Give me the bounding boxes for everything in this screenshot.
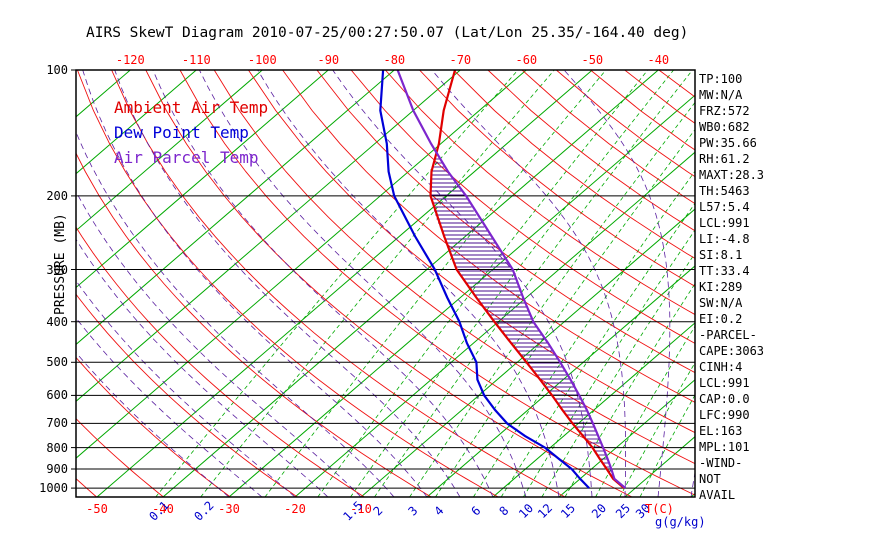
stat-line: TT:33.4 — [699, 264, 750, 278]
stat-line: TP:100 — [699, 72, 743, 86]
stat-line: LFC:990 — [699, 408, 750, 422]
stat-line: LCL:991 — [699, 216, 750, 230]
profile-curves — [379, 70, 627, 489]
air-parcel-temp-curve — [396, 70, 627, 489]
mixing-ratio-lines — [155, 70, 695, 497]
stat-line: MW:N/A — [699, 88, 743, 102]
stat-line: CINH:4 — [699, 360, 743, 374]
pressure-axis-label: PRESSURE (MB) — [53, 213, 68, 315]
temp-unit-label: T(C) — [645, 502, 674, 516]
legend-air-parcel-temp: Air Parcel Temp — [114, 148, 259, 167]
stat-line: EL:163 — [699, 424, 743, 438]
dry-adiabat-lines — [76, 70, 695, 497]
mixing-unit-label: g(g/kg) — [655, 515, 706, 529]
stat-line: LCL:991 — [699, 376, 750, 390]
stat-line: L57:5.4 — [699, 200, 750, 214]
stat-line: TH:5463 — [699, 184, 750, 198]
moist-adiabat-lines — [76, 70, 695, 497]
legend: Ambient Air Temp Dew Point Temp Air Parc… — [114, 95, 268, 170]
dew-point-temp-curve — [379, 70, 590, 489]
stat-line: WB0:682 — [699, 120, 750, 134]
ambient-air-temp-curve — [429, 70, 625, 489]
stat-line: CAPE:3063 — [699, 344, 765, 358]
stat-line: NOT — [699, 472, 721, 486]
stat-line: MAXT:28.3 — [699, 168, 765, 182]
stat-line: SI:8.1 — [699, 248, 743, 262]
pressure-gridlines — [71, 69, 695, 489]
stat-line: PW:35.66 — [699, 136, 757, 150]
stat-line: -WIND- — [699, 456, 743, 470]
stat-line: -PARCEL- — [699, 328, 757, 342]
stats-panel: TP:100 MW:N/A FRZ:572 WB0:682 PW:35.66 RH:61.… — [699, 71, 764, 503]
background-lines — [76, 70, 695, 497]
stat-line: LI:-4.8 — [699, 232, 750, 246]
chart-title: AIRS SkewT Diagram 2010-07-25/00:27:50.0… — [86, 25, 689, 41]
legend-dew-point-temp: Dew Point Temp — [114, 123, 249, 142]
stat-line: KI:289 — [699, 280, 743, 294]
stat-line: CAP:0.0 — [699, 392, 750, 406]
stat-line: AVAIL — [699, 488, 736, 502]
stat-line: FRZ:572 — [699, 104, 750, 118]
stat-line: RH:61.2 — [699, 152, 750, 166]
stat-line: MPL:101 — [699, 440, 750, 454]
plot-border — [75, 69, 696, 498]
stat-line: SW:N/A — [699, 296, 743, 310]
stat-line: EI:0.2 — [699, 312, 743, 326]
legend-ambient-air-temp: Ambient Air Temp — [114, 98, 269, 117]
